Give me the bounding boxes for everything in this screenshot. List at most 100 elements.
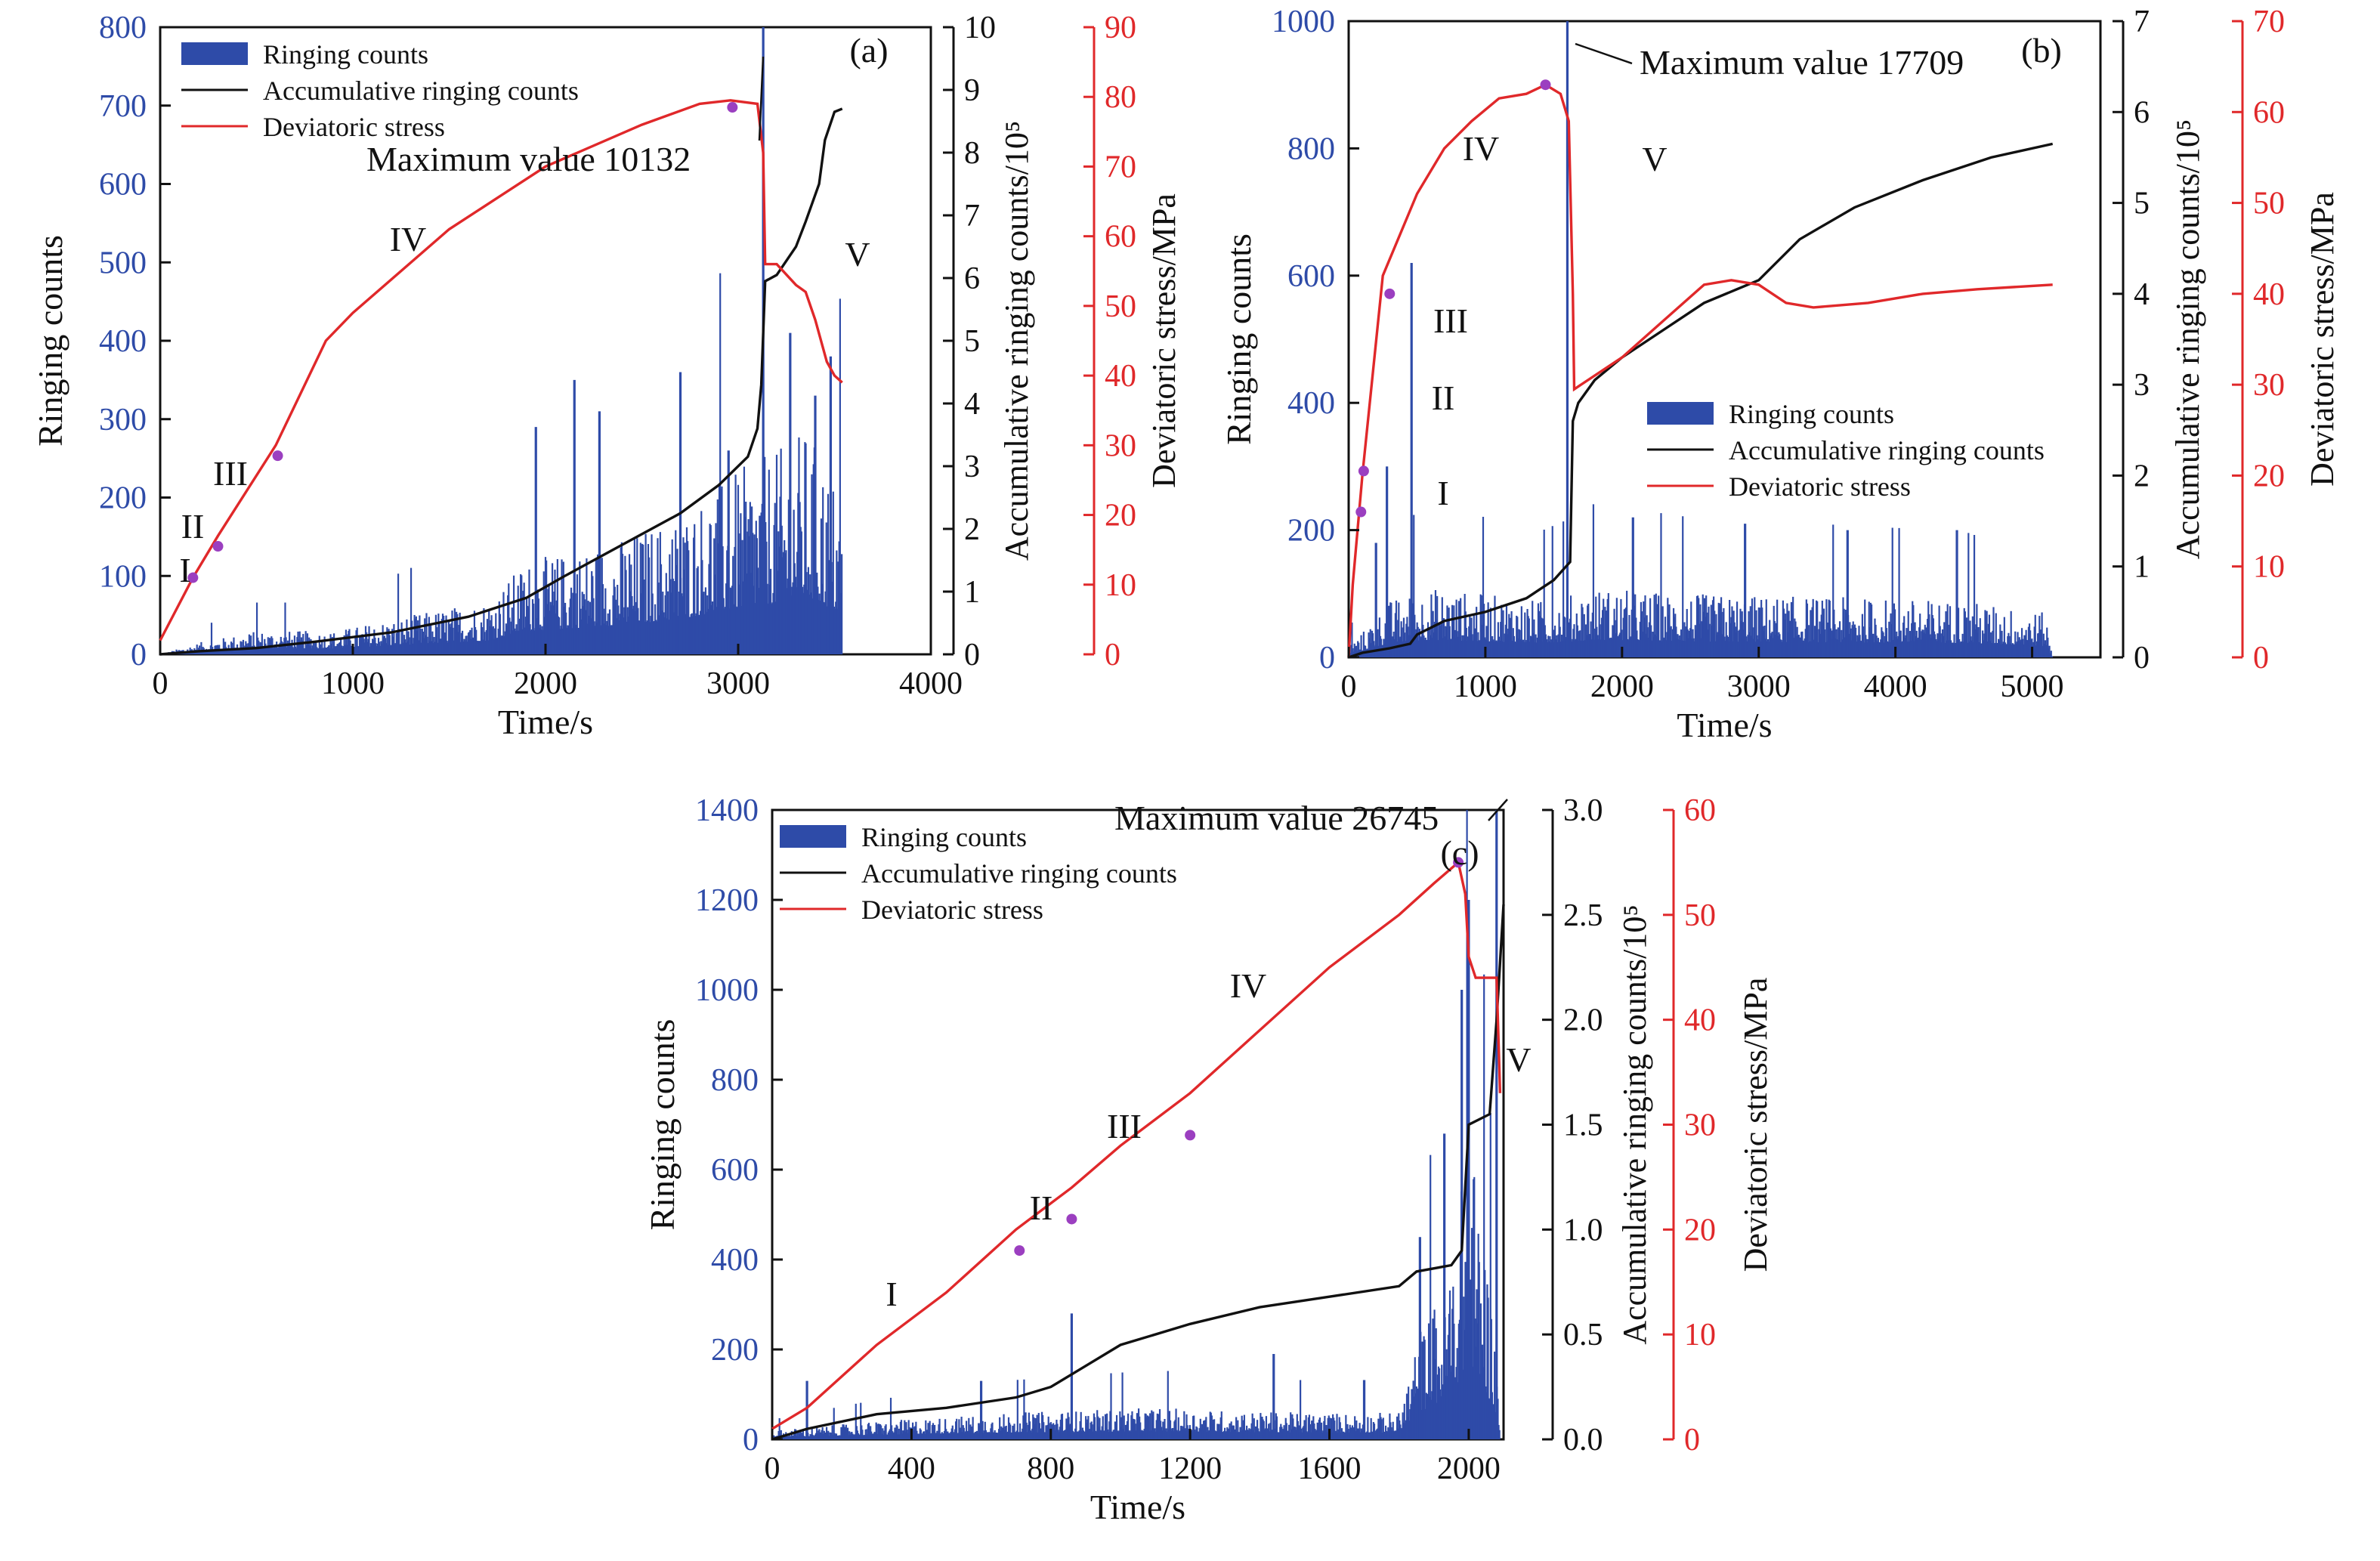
y-tick-label: 1000 — [1272, 5, 1335, 39]
y3-tick-label: 50 — [1105, 289, 1136, 324]
y-axis-label: Ringing counts — [31, 235, 70, 447]
y2-tick-label: 8 — [964, 136, 980, 171]
y3-tick-label: 60 — [2253, 95, 2285, 130]
y3-tick-label: 20 — [1105, 499, 1136, 533]
ringing-count-bars — [1349, 21, 2053, 657]
cumulative-count-line — [1348, 142, 2054, 659]
y2-tick-label: 7 — [964, 199, 980, 233]
x-tick-label: 1600 — [1298, 1451, 1362, 1486]
cumulative-count-line — [771, 904, 1505, 1441]
y2-tick-label: 0.0 — [1563, 1423, 1603, 1457]
deviatoric-stress-line — [1347, 83, 2053, 658]
x-tick-label: 4000 — [899, 666, 963, 701]
y-tick-label: 800 — [1287, 131, 1335, 166]
x-tick-label: 4000 — [1864, 669, 1927, 704]
y-tick-label: 600 — [99, 168, 147, 202]
legend-swatch-bars — [1647, 402, 1714, 425]
max-value-annotation: Maximum value 17709 — [1575, 42, 1964, 82]
stage-marker — [212, 541, 224, 552]
y2-tick-label: 5 — [2134, 187, 2150, 221]
y-tick-label: 400 — [1287, 386, 1335, 421]
y2-tick-label: 1.0 — [1563, 1213, 1603, 1247]
y3-tick-label: 30 — [1684, 1108, 1716, 1143]
stage-label: I — [179, 551, 190, 589]
y2-tick-label: 6 — [2134, 95, 2150, 130]
y-tick-label: 0 — [1319, 641, 1335, 675]
stage-marker — [1185, 1130, 1196, 1141]
y-axis-label: Ringing counts — [1219, 233, 1258, 445]
legend-label: Accumulative ringing counts — [263, 76, 579, 106]
legend-label: Accumulative ringing counts — [1729, 435, 2045, 465]
x-tick-label: 2000 — [514, 666, 577, 701]
legend-label: Deviatoric stress — [861, 895, 1043, 925]
stage-marker — [187, 572, 199, 583]
x-tick-label: 1000 — [321, 666, 385, 701]
legend: Ringing counts Accumulative ringing count… — [181, 39, 579, 142]
annotation-text: Maximum value 17709 — [1640, 43, 1964, 82]
x-tick-label: 1000 — [1454, 669, 1517, 704]
stage-label: IV — [1230, 966, 1267, 1005]
y3-tick-label: 50 — [1684, 898, 1716, 933]
y3-tick-label: 80 — [1105, 80, 1136, 115]
x-tick-label: 800 — [1027, 1451, 1074, 1486]
y-tick-label: 1200 — [695, 883, 759, 918]
x-axis-label: Time/s — [1090, 1488, 1185, 1526]
y-tick-label: 800 — [99, 11, 147, 45]
stage-label: III — [1107, 1107, 1142, 1145]
y3-tick-label: 40 — [1684, 1003, 1716, 1038]
y-tick-label: 600 — [711, 1153, 759, 1188]
y-tick-label: 400 — [711, 1243, 759, 1278]
stage-label: I — [886, 1275, 897, 1313]
y3-tick-label: 30 — [1105, 428, 1136, 463]
y-tick-label: 100 — [99, 559, 147, 594]
stage-label: V — [1642, 140, 1667, 178]
y-tick-label: 0 — [131, 638, 147, 672]
y-tick-label: 200 — [711, 1333, 759, 1368]
y3-tick-label: 40 — [2253, 277, 2285, 312]
y-tick-label: 700 — [99, 89, 147, 124]
stage-marker — [1355, 506, 1367, 518]
stage-marker — [1358, 465, 1369, 477]
y3-tick-label: 90 — [1105, 11, 1136, 45]
y2-tick-label: 10 — [964, 11, 996, 45]
y-tick-label: 600 — [1287, 259, 1335, 294]
deviatoric-stress-line — [771, 860, 1502, 1430]
legend-swatch-bars — [181, 42, 248, 65]
deviatoric-stress-line — [159, 99, 843, 641]
y-tick-label: 0 — [743, 1423, 759, 1457]
legend-label: Deviatoric stress — [1729, 471, 1911, 502]
stage-label: V — [845, 235, 870, 274]
y2-tick-label: 2 — [964, 512, 980, 547]
x-axis-label: Time/s — [498, 703, 593, 741]
y-tick-label: 500 — [99, 246, 147, 280]
legend-label: Ringing counts — [1729, 399, 1894, 429]
y3-tick-label: 50 — [2253, 187, 2285, 221]
annotation-arrow — [1575, 42, 1633, 65]
legend-label: Ringing counts — [263, 39, 428, 70]
stage-marker — [272, 450, 283, 462]
y3-tick-label: 70 — [2253, 5, 2285, 39]
stage-label: I — [1437, 474, 1448, 512]
y2-tick-label: 1.5 — [1563, 1108, 1603, 1143]
x-tick-label: 400 — [888, 1451, 935, 1486]
max-value-annotation: Maximum value 26745 — [1114, 799, 1508, 837]
legend: Ringing counts Accumulative ringing count… — [1647, 399, 2045, 502]
x-tick-label: 0 — [153, 666, 168, 701]
y3-tick-label: 60 — [1105, 220, 1136, 255]
x-tick-label: 2000 — [1437, 1451, 1501, 1486]
annotation-text: Maximum value 10132 — [366, 140, 691, 178]
y2-tick-label: 4 — [964, 387, 980, 422]
annotation-arrow — [1488, 799, 1508, 821]
stage-marker — [1014, 1245, 1025, 1257]
stage-marker — [1066, 1213, 1077, 1225]
annotation-arrow — [758, 56, 765, 141]
y-tick-label: 800 — [711, 1063, 759, 1098]
y3-tick-label: 10 — [1684, 1318, 1716, 1352]
y2-tick-label: 0 — [2134, 641, 2150, 675]
y2-tick-label: 0.5 — [1563, 1318, 1603, 1352]
y-tick-label: 200 — [99, 481, 147, 516]
x-tick-label: 0 — [1341, 669, 1357, 704]
y2-tick-label: 3 — [2134, 368, 2150, 403]
